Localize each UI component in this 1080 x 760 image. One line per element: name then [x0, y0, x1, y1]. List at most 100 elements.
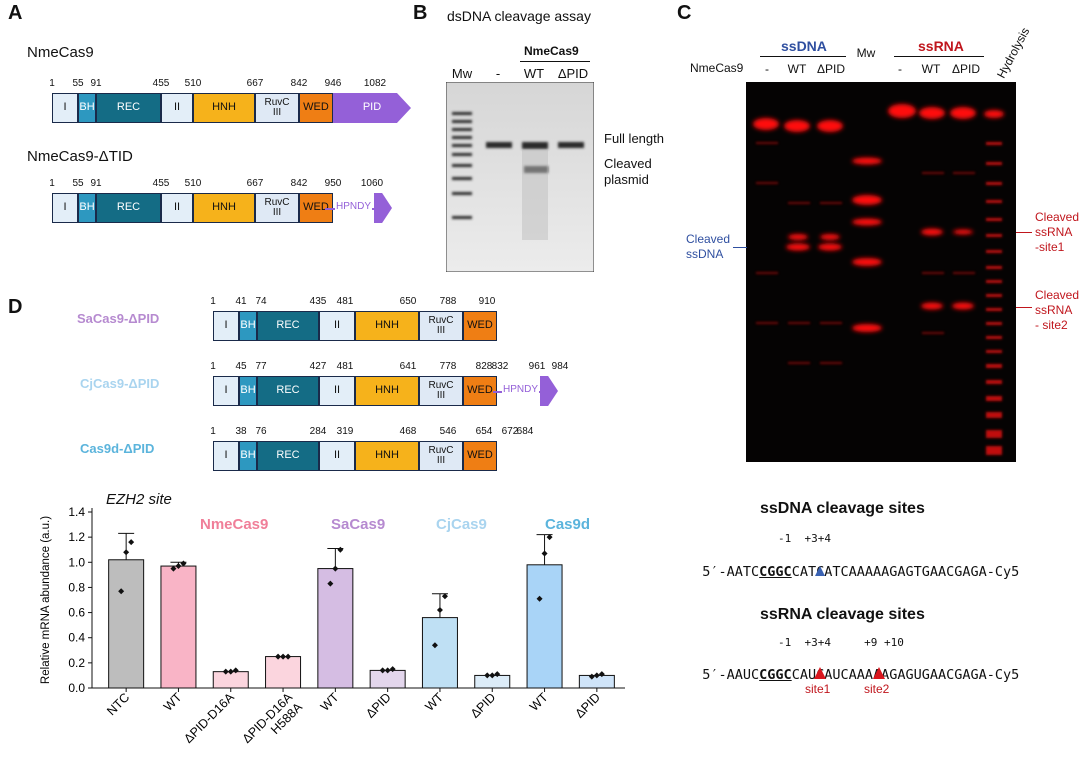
cjcas9-position-828: 828 — [475, 361, 493, 372]
cjcas9-position-832: 832 — [491, 361, 509, 372]
ssrna-site1-label: site1 — [805, 682, 831, 696]
cjcas9-domain-rec: REC — [257, 376, 319, 406]
nmecas9-domain-wed: WED — [299, 93, 333, 123]
construct-title-cas9d: Cas9d-ΔPID — [80, 441, 155, 456]
gel-b-group-label: NmeCas9 — [524, 44, 579, 58]
data-point — [593, 672, 600, 679]
construct-title-nmecas9: NmeCas9 — [27, 44, 94, 61]
cas9d-position-654: 654 — [475, 426, 493, 437]
data-point — [285, 653, 292, 660]
data-point — [175, 563, 182, 570]
gel-c-site1-tick — [1016, 232, 1032, 233]
panel-label-c: C — [677, 2, 692, 24]
bar — [421, 617, 458, 689]
nmecas9-domain-i: I — [52, 93, 78, 123]
ssrna-sequence: 5′-AAUCCGGCCAUCAUCAAAAAGAGUGAACGAGA-Cy5 — [686, 651, 1019, 683]
cjcas9-position-641: 641 — [399, 361, 417, 372]
cas9d-position-76: 76 — [255, 426, 267, 437]
sacas9-position-1: 1 — [210, 296, 216, 307]
group-label-nmecas9: NmeCas9 — [200, 516, 269, 533]
panel-label-a: A — [8, 2, 23, 24]
construct-title-nmecas9-dtid: NmeCas9-ΔTID — [27, 148, 133, 165]
gel-b-image — [446, 82, 594, 272]
group-label-cjcas9: CjCas9 — [436, 516, 487, 533]
x-tick-label: ΔPID-D16AH588A — [240, 690, 306, 756]
data-point — [170, 565, 177, 572]
cas9d-position-672: 672 — [501, 426, 519, 437]
nmecas9-position-667: 667 — [246, 78, 264, 89]
data-point — [588, 673, 595, 680]
gel-c-image — [746, 82, 1016, 462]
nmecas9-dtid-domain-hnh: HNH — [193, 193, 255, 223]
ssdna-sites-title: ssDNA cleavage sites — [760, 500, 925, 517]
x-tick-label: WT — [161, 690, 185, 714]
nmecas9-dtid-position-91: 91 — [90, 178, 102, 189]
gel-c-lane-7: ΔPID — [951, 62, 981, 76]
cjcas9-position-481: 481 — [336, 361, 354, 372]
nmecas9-domain-pid: PID — [333, 93, 411, 123]
gel-c-ssrna-line — [894, 56, 984, 57]
sacas9-position-788: 788 — [439, 296, 457, 307]
y-tick-label: 0.0 — [68, 681, 85, 695]
bar — [160, 565, 197, 689]
data-point — [494, 671, 501, 678]
nmecas9-position-1082: 1082 — [363, 78, 387, 89]
cas9d-domain-hnh: HNH — [355, 441, 419, 471]
ssrna-sites-title: ssRNA cleavage sites — [760, 606, 925, 623]
chart-title-gene: EZH2 site — [106, 491, 172, 508]
cjcas9-position-1: 1 — [210, 361, 216, 372]
data-point — [598, 671, 605, 678]
nmecas9-domain-hnh: HNH — [193, 93, 255, 123]
nmecas9-dtid-domain-rec: REC — [96, 193, 161, 223]
bar — [317, 568, 354, 689]
nmecas9-position-510: 510 — [184, 78, 202, 89]
data-point — [123, 549, 130, 556]
sacas9-domain-ii: II — [319, 311, 355, 341]
nmecas9-dtid-position-455: 455 — [152, 178, 170, 189]
nmecas9-position-946: 946 — [324, 78, 342, 89]
data-point — [332, 565, 339, 572]
gel-c-lane-1: - — [765, 62, 769, 76]
data-point — [227, 668, 234, 675]
data-point — [275, 653, 282, 660]
data-point — [389, 666, 396, 673]
ssdna-cut-arrow — [815, 566, 825, 576]
group-label-cas9d: Cas9d — [545, 516, 591, 533]
gel-c-lane-2: WT — [787, 62, 807, 76]
cas9d-position-319: 319 — [336, 426, 354, 437]
data-point — [541, 550, 548, 557]
group-label-sacas9: SaCas9 — [331, 516, 386, 533]
ssrna-cut-arrow-site2 — [873, 667, 885, 679]
nmecas9-dtid-domain-wed: WED — [299, 193, 333, 223]
x-tick-label: WT — [527, 690, 551, 714]
x-tick-label: WT — [318, 690, 342, 714]
cas9d-position-38: 38 — [235, 426, 247, 437]
nmecas9-domain-bh: BH — [78, 93, 96, 123]
x-tick-label: ΔPID — [572, 690, 603, 721]
y-axis-label: Relative mRNA abundance (a.u.) — [40, 516, 52, 684]
data-point — [384, 667, 391, 674]
gel-b-lane-dpid: ΔPID — [557, 66, 589, 81]
data-point — [379, 667, 386, 674]
data-point — [118, 588, 125, 595]
cjcas9-position-984: 984 — [551, 361, 569, 372]
sacas9-domain-bh: BH — [239, 311, 257, 341]
cjcas9-position-427: 427 — [309, 361, 327, 372]
gel-b-title: dsDNA cleavage assay — [447, 8, 591, 24]
cas9d-domain-bh: BH — [239, 441, 257, 471]
sacas9-position-481: 481 — [336, 296, 354, 307]
cas9d-position-468: 468 — [399, 426, 417, 437]
panel-label-d: D — [8, 296, 23, 318]
y-tick-label: 0.2 — [68, 656, 85, 670]
cjcas9-position-77: 77 — [255, 361, 267, 372]
chart-title: EZH2 site — [106, 491, 172, 508]
gel-b-group-line — [520, 61, 590, 62]
gel-b-lane-neg: - — [495, 66, 501, 81]
cjcas9-position-778: 778 — [439, 361, 457, 372]
gel-c-site2-tick — [1016, 307, 1032, 308]
nmecas9-dtid-linker-label: HPNDY — [335, 201, 373, 212]
sacas9-position-435: 435 — [309, 296, 327, 307]
construct-title-cjcas9: CjCas9-ΔPID — [80, 376, 160, 391]
ssdna-sequence: 5′-AATCCGGCCATCATCAAAAAGAGTGAACGAGA-Cy5 — [686, 548, 1019, 580]
y-tick-label: 0.8 — [68, 580, 85, 594]
